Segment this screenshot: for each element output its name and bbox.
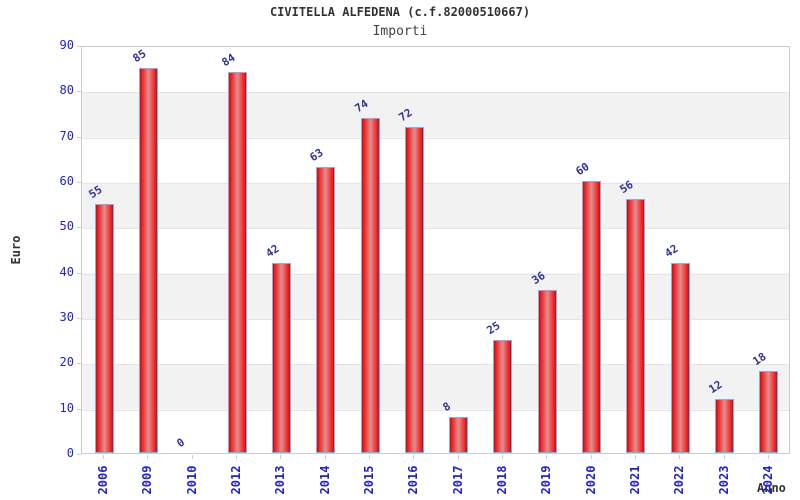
plot-area [81,46,790,454]
x-tick-mark [103,455,105,459]
gridline [82,364,789,366]
bar [582,181,602,453]
x-tick-label: 2017 [450,465,465,495]
x-tick-mark [723,455,725,459]
y-tick-mark [77,318,81,319]
x-tick-label: 2024 [760,465,775,495]
x-tick-label: 2018 [494,465,509,495]
y-tick-mark [77,46,81,47]
gridline [82,409,789,411]
gridline [82,92,789,94]
x-tick-label: 2013 [273,465,288,495]
chart-subtitle: Importi [372,24,428,39]
y-tick-mark [77,182,81,183]
bar [670,262,690,453]
y-tick-mark [77,454,81,455]
x-tick-mark [147,455,149,459]
x-tick-mark [679,455,681,459]
bar [493,339,513,453]
x-tick-label: 2016 [406,465,421,495]
gridline [82,319,789,320]
bar [316,167,336,453]
x-tick-label: 2015 [362,465,377,495]
y-tick-label: 30 [59,310,74,324]
y-tick-label: 60 [59,174,74,188]
x-tick-label: 2022 [672,465,687,495]
x-tick-mark [590,455,592,459]
x-tick-label: 2014 [317,465,332,495]
y-tick-label: 50 [59,219,74,234]
bar [227,72,247,453]
y-tick-label: 20 [59,355,74,370]
x-tick-mark [369,455,371,459]
y-tick-label: 0 [66,446,74,460]
y-tick-label: 70 [59,128,74,143]
x-tick-label: 2012 [229,465,244,495]
x-tick-mark [280,455,282,459]
bar [715,398,735,453]
y-axis-title: Euro [9,235,23,265]
bar [404,126,424,453]
x-tick-mark [457,455,459,459]
x-tick-mark [236,455,238,459]
x-tick-mark [546,455,548,459]
x-tick-label: 2006 [96,465,111,495]
y-tick-mark [77,363,81,365]
x-tick-mark [413,455,415,459]
x-tick-mark [634,455,636,459]
y-tick-label: 80 [59,83,74,98]
y-tick-label: 10 [59,400,74,415]
bar [449,416,469,453]
y-tick-mark [77,136,81,138]
bar [271,262,291,453]
gridline [82,273,789,275]
x-tick-mark [501,455,503,459]
x-tick-mark [324,455,326,459]
gridline [82,183,789,184]
x-tick-mark [191,455,193,459]
y-tick-mark [77,227,81,229]
x-tick-label: 2009 [140,465,155,495]
x-tick-label: 2020 [583,465,598,495]
y-tick-label: 40 [59,264,74,279]
bar [94,203,114,453]
bar [626,199,646,453]
gridline [82,228,789,230]
bar [138,67,158,453]
bar [360,117,380,453]
gridline [82,137,789,139]
x-tick-label: 2021 [627,465,642,495]
x-tick-label: 2019 [539,465,554,495]
x-tick-label: 2023 [716,465,731,495]
x-tick-label: 2010 [184,465,199,495]
y-tick-mark [77,408,81,410]
chart-title: CIVITELLA ALFEDENA (c.f.82000510667) [269,5,531,19]
y-tick-mark [77,91,81,93]
bar [537,289,557,453]
bar [759,371,779,453]
y-tick-mark [77,272,81,274]
x-axis-title: Anno [757,481,786,495]
x-tick-mark [767,455,769,459]
y-tick-label: 90 [59,38,74,52]
